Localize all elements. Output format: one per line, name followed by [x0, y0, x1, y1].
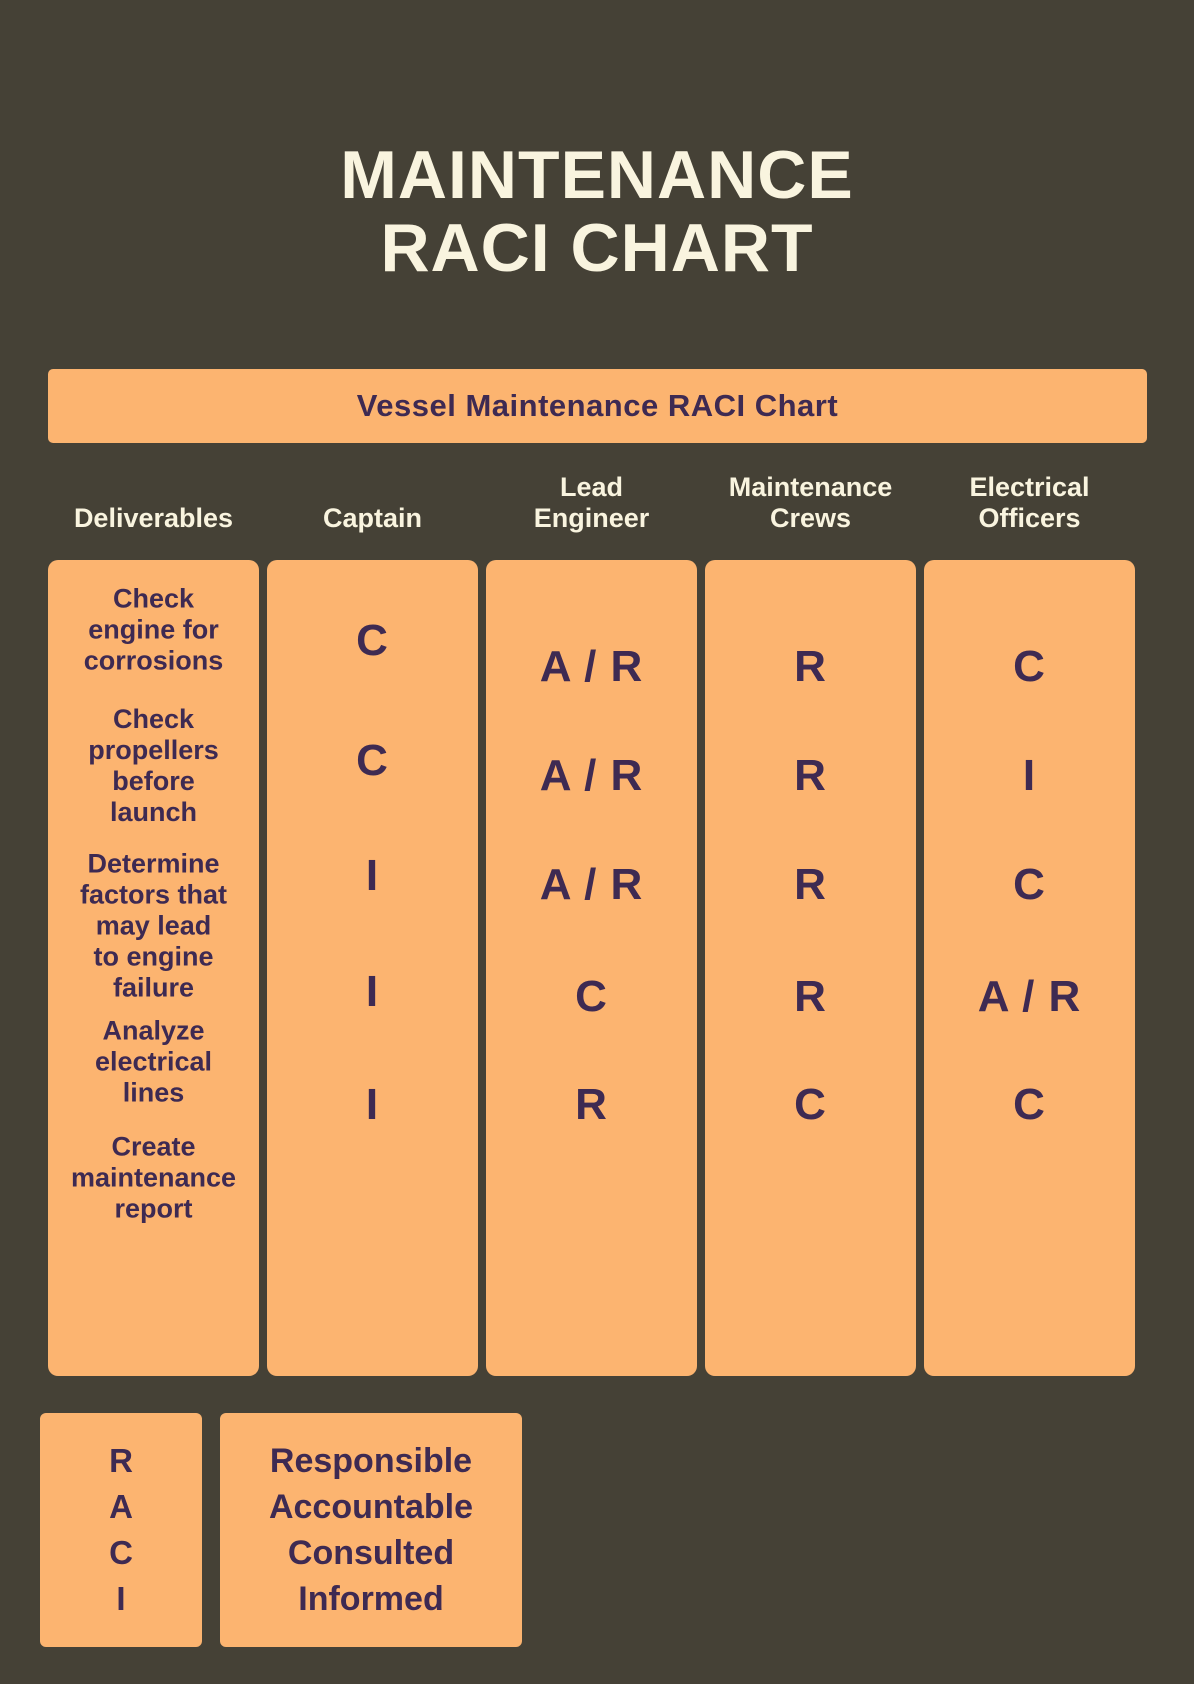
deliverable-analyze-electrical: Analyze electrical lines [94, 1015, 213, 1108]
cell-maintenance-crews-row2: R [794, 751, 827, 800]
legend-meaning-informed: Informed [298, 1580, 444, 1618]
legend-letter-r: R [109, 1442, 133, 1479]
legend-meaning-consulted: Consulted [287, 1534, 455, 1572]
cell-lead-engineer-row2: A / R [539, 751, 644, 800]
legend-letter-c: C [109, 1534, 133, 1571]
legend-letter-a: A [109, 1488, 133, 1525]
header-captain: Captain [322, 503, 422, 533]
cell-maintenance-crews-row5: C [794, 1080, 827, 1129]
deliverable-check-propellers: Check propellers before launch [88, 704, 219, 827]
cell-captain-row5: I [365, 1080, 380, 1129]
column-electrical-officers: C I C A / R C [924, 560, 1135, 1376]
cell-lead-engineer-row1: A / R [539, 642, 644, 691]
cell-electrical-officers-row2: I [1022, 751, 1037, 800]
legend-meaning-accountable: Accountable [268, 1488, 474, 1526]
legend-letters-box: R A C I [40, 1413, 202, 1647]
cell-electrical-officers-row5: C [1013, 1080, 1046, 1129]
header-lead-engineer: Lead Engineer [533, 472, 650, 533]
cell-maintenance-crews-row3: R [794, 860, 827, 909]
legend-meanings-box: Responsible Accountable Consulted Inform… [220, 1413, 522, 1647]
chart-banner: Vessel Maintenance RACI Chart [48, 369, 1147, 443]
cell-electrical-officers-row1: C [1013, 642, 1046, 691]
column-deliverables: Check engine for corrosions Check propel… [48, 560, 259, 1376]
column-maintenance-crews: R R R R C [705, 560, 916, 1376]
cell-lead-engineer-row3: A / R [539, 860, 644, 909]
cell-captain-row2: C [356, 736, 389, 785]
legend-meaning-responsible: Responsible [269, 1442, 473, 1480]
deliverable-check-engine: Check engine for corrosions [83, 583, 224, 676]
deliverable-create-report: Create maintenance report [70, 1131, 237, 1224]
cell-captain-row1: C [356, 616, 389, 665]
cell-electrical-officers-row3: C [1013, 860, 1046, 909]
cell-lead-engineer-row5: R [575, 1080, 608, 1129]
column-captain: C C I I I [267, 560, 478, 1376]
header-electrical-officers: Electrical Officers [969, 472, 1090, 533]
cell-maintenance-crews-row1: R [794, 642, 827, 691]
header-maintenance-crews: Maintenance Crews [728, 472, 893, 533]
cell-electrical-officers-row4: A / R [977, 972, 1082, 1021]
chart-banner-label: Vessel Maintenance RACI Chart [356, 388, 839, 423]
header-deliverables: Deliverables [73, 503, 234, 533]
cell-maintenance-crews-row4: R [794, 972, 827, 1021]
cell-lead-engineer-row4: C [575, 972, 608, 1021]
legend-letter-i: I [116, 1580, 126, 1617]
deliverable-determine-factors: Determine factors that may lead to engin… [79, 848, 228, 1003]
cell-captain-row3: I [365, 851, 380, 900]
column-lead-engineer: A / R A / R A / R C R [486, 560, 697, 1376]
page-title-line-1: MAINTENANCE [340, 137, 854, 213]
cell-captain-row4: I [365, 967, 380, 1016]
page-title-line-2: RACI CHART [380, 210, 814, 286]
page-title: MAINTENANCE RACI CHART [0, 139, 1194, 285]
